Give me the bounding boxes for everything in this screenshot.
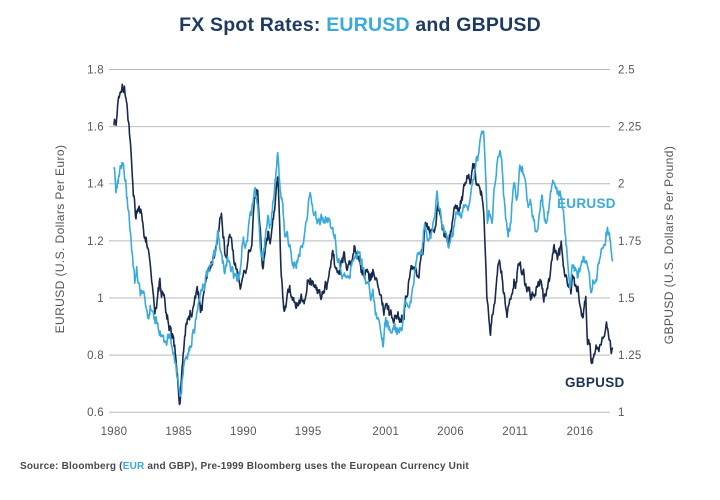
x-axis-tick-label: 2016: [567, 426, 594, 438]
title-prefix: FX Spot Rates:: [179, 14, 327, 36]
series-line-gbpusd: [113, 83, 614, 406]
right-axis-tick-label: 1.25: [618, 350, 642, 362]
source-prefix: Source: Bloomberg (: [20, 461, 123, 472]
series-label-gbpusd: GBPUSD: [565, 375, 625, 390]
left-axis-tick-label: 0.6: [87, 407, 104, 419]
left-axis-tick-label: 0.8: [87, 350, 104, 362]
x-axis-tick-label: 1980: [101, 426, 128, 438]
title-eurusd-highlight: EURUSD: [326, 14, 410, 36]
x-axis-tick-label: 2001: [372, 426, 399, 438]
right-axis-tick-label: 2.25: [618, 122, 642, 134]
left-axis-tick-label: 1.2: [87, 236, 104, 248]
right-axis-title: GBPUSD (U.S. Dollars Per Pound): [662, 145, 676, 345]
right-axis-tick-label: 1.75: [618, 236, 642, 248]
right-axis-tick-label: 2.5: [618, 65, 635, 77]
x-axis-tick-label: 1990: [230, 426, 257, 438]
left-axis-tick-label: 1.6: [87, 122, 104, 134]
left-axis-title: EURUSD (U.S. Dollars Per Euro): [53, 144, 67, 334]
x-axis-tick-label: 1995: [295, 426, 322, 438]
source-suffix: and GBP), Pre-1999 Bloomberg uses the Eu…: [144, 461, 469, 472]
right-axis-tick-label: 1: [618, 407, 625, 419]
series-label-eurusd: EURUSD: [557, 196, 616, 211]
right-axis-tick-label: 2: [618, 179, 625, 191]
x-axis-tick-label: 2011: [502, 426, 528, 438]
page-title: FX Spot Rates: EURUSD and GBPUSD: [0, 14, 720, 37]
title-suffix: and GBPUSD: [409, 14, 541, 36]
x-axis-tick-label: 2006: [437, 426, 464, 438]
source-note: Source: Bloomberg (EUR and GBP), Pre-199…: [20, 461, 469, 472]
left-axis-tick-label: 1.8: [87, 65, 104, 77]
left-axis-tick-label: 1: [97, 293, 104, 305]
x-axis-tick-label: 1985: [165, 426, 192, 438]
left-axis-tick-label: 1.4: [87, 179, 104, 191]
right-axis-tick-label: 1.5: [618, 293, 635, 305]
series-line-eurusd: [113, 130, 614, 398]
source-eur-highlight: EUR: [122, 461, 145, 472]
